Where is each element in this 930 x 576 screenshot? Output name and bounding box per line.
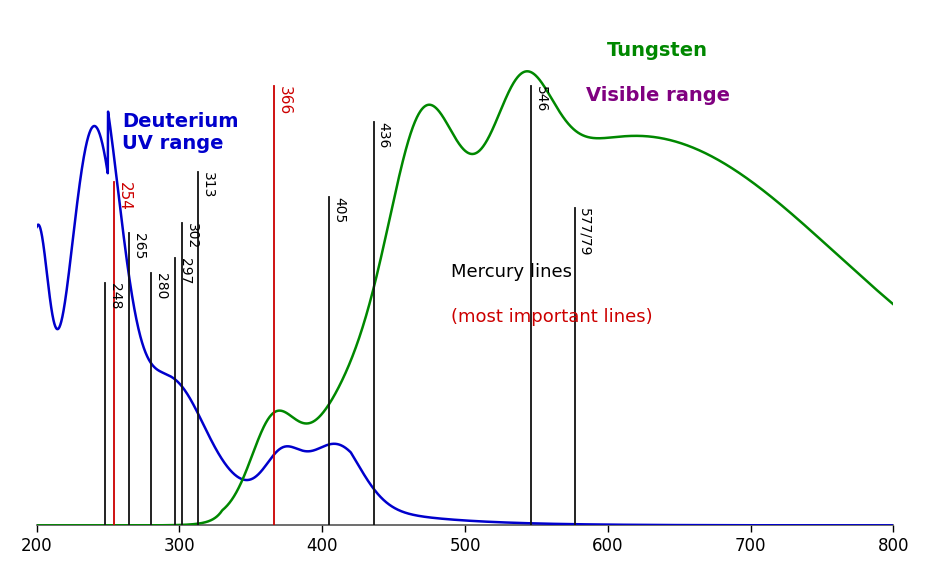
Text: 313: 313 [201, 172, 215, 199]
Text: Tungsten: Tungsten [607, 41, 709, 60]
Text: 436: 436 [377, 122, 391, 148]
Text: 248: 248 [108, 283, 122, 309]
Text: 280: 280 [153, 273, 167, 300]
Text: 577/79: 577/79 [578, 207, 591, 256]
Text: Visible range: Visible range [586, 86, 730, 105]
Text: Deuterium
UV range: Deuterium UV range [123, 112, 239, 153]
Text: 297: 297 [178, 258, 192, 285]
Text: 546: 546 [534, 86, 548, 113]
Text: 302: 302 [185, 223, 199, 249]
Text: 254: 254 [116, 182, 132, 211]
Text: 265: 265 [132, 233, 146, 259]
Text: (most important lines): (most important lines) [451, 308, 652, 327]
Text: 366: 366 [276, 86, 291, 116]
Text: Mercury lines: Mercury lines [451, 263, 572, 281]
Text: 405: 405 [332, 198, 346, 223]
